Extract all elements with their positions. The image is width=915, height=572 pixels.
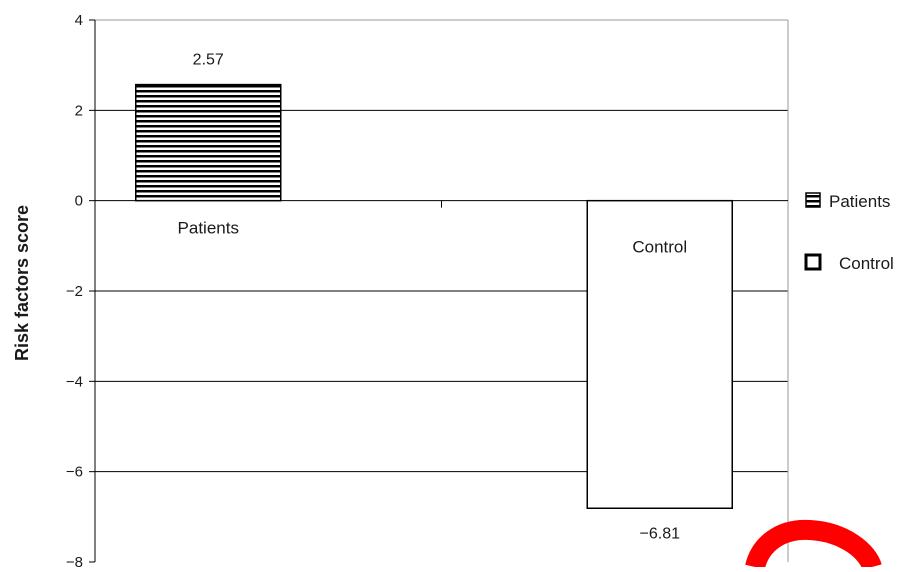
y-tick-label: −6 — [66, 464, 83, 481]
y-tick-label: −2 — [66, 283, 83, 300]
category-label-control: Control — [632, 238, 687, 257]
bar-patients — [135, 83, 282, 202]
legend-swatch-control — [804, 253, 822, 271]
category-label-patients: Patients — [178, 219, 239, 238]
data-label-control: −6.81 — [640, 525, 681, 542]
bar-control — [586, 199, 733, 510]
legend-label-patients: Patients — [829, 192, 890, 211]
y-tick-label: 0 — [75, 193, 83, 210]
y-tick-label: −8 — [66, 554, 83, 567]
legend-label-control: Control — [839, 254, 894, 273]
legend-swatch-patients — [805, 192, 821, 208]
y-tick-label: −4 — [66, 373, 83, 390]
red-annotation-mark — [745, 519, 882, 571]
y-tick-label: 4 — [75, 12, 83, 29]
data-label-patients: 2.57 — [193, 52, 224, 69]
y-tick-label: 2 — [75, 102, 83, 119]
y-axis-label: Risk factors score — [12, 205, 32, 361]
